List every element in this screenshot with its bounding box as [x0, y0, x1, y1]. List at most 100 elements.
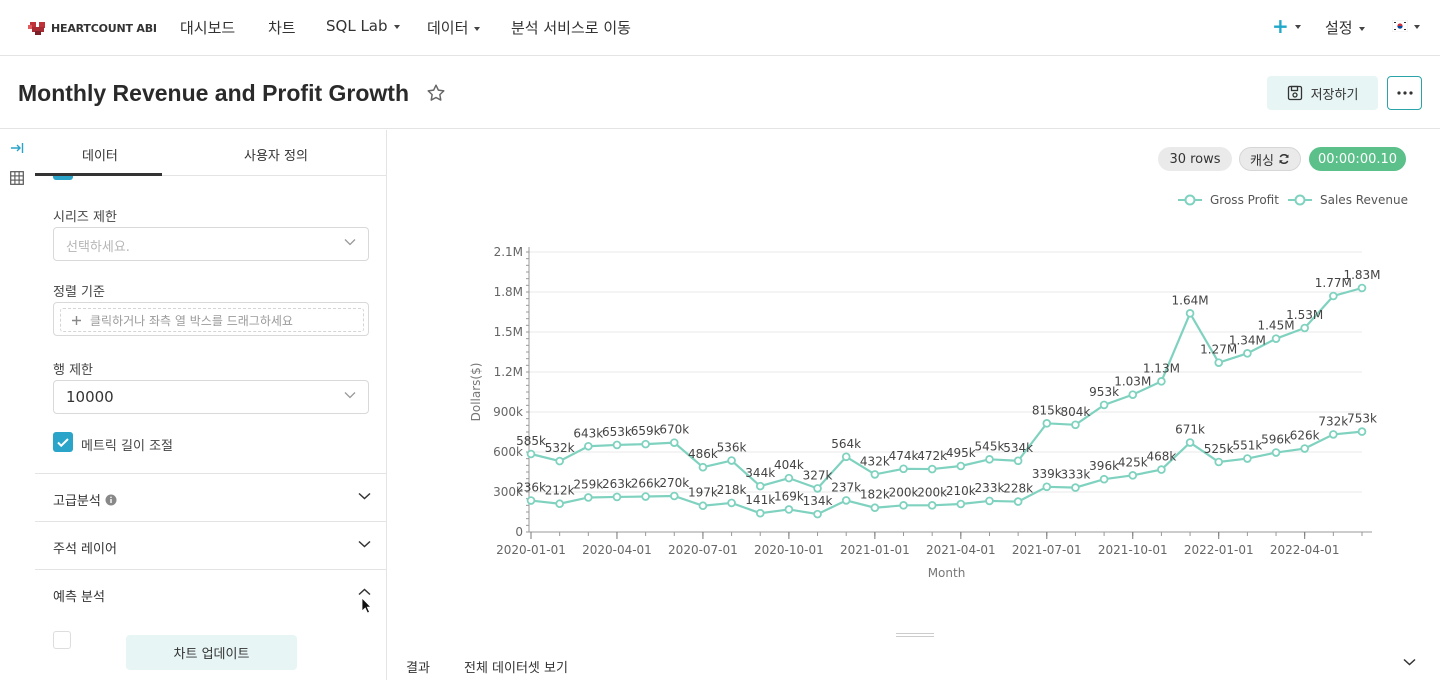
data-point — [1243, 349, 1252, 358]
data-label: 182k — [860, 488, 890, 502]
more-horizontal-icon — [1396, 91, 1413, 95]
x-tick-label: 2021-07-01 — [1012, 543, 1082, 557]
tab-customize[interactable]: 사용자 정의 — [244, 149, 308, 164]
sort-by-label: 정렬 기준 — [53, 285, 105, 300]
metric-length-checkbox[interactable] — [53, 432, 73, 452]
data-label: 404k — [774, 458, 804, 472]
save-button[interactable]: 저장하기 — [1267, 76, 1378, 110]
data-label: 532k — [545, 441, 575, 455]
favorite-star-icon[interactable] — [425, 82, 447, 104]
data-point — [669, 438, 679, 447]
row-limit-value: 10000 — [66, 388, 114, 406]
sort-dropzone[interactable]: 클릭하거나 좌측 열 박스를 드래그하세요 — [60, 308, 364, 332]
tab-results[interactable]: 결과 — [406, 661, 430, 676]
data-point — [698, 462, 708, 472]
nav-chart[interactable]: 차트 — [268, 17, 296, 38]
data-label: 228k — [1003, 482, 1033, 496]
x-tick-label: 2020-10-01 — [754, 543, 824, 557]
section-forecast-analysis[interactable]: 예측 분석 — [35, 569, 386, 680]
legend-item-sales-revenue[interactable]: Sales Revenue — [1288, 193, 1408, 207]
data-label: 210k — [946, 484, 976, 498]
sort-dropzone-text: 클릭하거나 좌측 열 박스를 드래그하세요 — [90, 313, 293, 328]
chevron-down-icon[interactable] — [1403, 658, 1416, 666]
nav-data[interactable]: 데이터 — [427, 17, 481, 38]
language-menu[interactable] — [1392, 20, 1420, 32]
data-point — [1357, 283, 1367, 293]
data-point — [1042, 419, 1052, 428]
nav-sql-lab-label: SQL Lab — [326, 17, 388, 35]
x-tick-label: 2021-10-01 — [1098, 543, 1168, 557]
tab-data[interactable]: 데이터 — [82, 149, 118, 164]
heart-logo-icon — [28, 22, 45, 35]
data-label: 218k — [717, 483, 747, 497]
forecast-checkbox[interactable] — [53, 631, 71, 649]
data-label: 753k — [1347, 412, 1377, 426]
data-point — [555, 456, 564, 466]
data-label: 1.13M — [1143, 361, 1180, 375]
logo[interactable]: HEARTCOUNT ABI — [28, 16, 157, 40]
data-label: 486k — [688, 447, 718, 461]
data-label: 536k — [717, 441, 747, 455]
update-chart-button[interactable]: 차트 업데이트 — [126, 635, 297, 670]
data-label: 804k — [1061, 405, 1091, 419]
data-point — [727, 456, 736, 465]
section-forecast-analysis-label: 예측 분석 — [53, 590, 105, 605]
data-point — [1013, 456, 1023, 466]
data-point — [985, 496, 994, 506]
checkmark-icon — [57, 438, 69, 448]
query-timer-badge: 00:00:00.10 — [1309, 147, 1406, 171]
resize-handle[interactable] — [896, 633, 934, 637]
section-advanced-analytics[interactable]: 고급분석 — [35, 473, 386, 521]
y-tick-label: 1.5M — [494, 325, 523, 339]
series-limit-label: 시리즈 제한 — [53, 210, 117, 225]
data-point — [899, 464, 908, 474]
info-icon[interactable] — [105, 494, 117, 506]
cache-badge[interactable]: 캐싱 — [1239, 147, 1301, 171]
more-options-button[interactable] — [1387, 76, 1422, 110]
y-tick-label: 900k — [493, 405, 523, 419]
row-count-badge: 30 rows — [1158, 147, 1232, 171]
caret-down-icon — [474, 26, 481, 31]
data-point — [612, 492, 622, 502]
legend-item-gross-profit[interactable]: Gross Profit — [1178, 193, 1279, 207]
page-title: Monthly Revenue and Profit Growth — [18, 80, 410, 106]
section-annotation-layers[interactable]: 주석 레이어 — [35, 521, 386, 569]
nav-dashboard[interactable]: 대시보드 — [180, 17, 235, 38]
korea-flag-icon — [1392, 20, 1408, 32]
series-limit-placeholder: 선택하세요. — [66, 240, 130, 255]
data-point — [956, 461, 966, 471]
data-label: 233k — [975, 481, 1005, 495]
data-point — [1099, 474, 1109, 484]
x-tick-label: 2022-04-01 — [1270, 543, 1340, 557]
nav-sql-lab[interactable]: SQL Lab — [326, 17, 400, 35]
series-limit-select[interactable]: 선택하세요. — [53, 227, 369, 261]
table-grid-icon[interactable] — [10, 171, 24, 185]
data-point — [584, 493, 593, 502]
caret-down-icon — [1358, 26, 1365, 31]
data-point — [927, 501, 937, 510]
add-menu[interactable]: + — [1272, 14, 1301, 38]
data-point — [1157, 465, 1166, 474]
data-label: 495k — [946, 446, 976, 460]
data-label: 472k — [917, 449, 947, 463]
caret-down-icon — [1414, 25, 1420, 29]
nav-analysis-service[interactable]: 분석 서비스로 이동 — [511, 17, 631, 38]
data-label: 344k — [745, 466, 775, 480]
data-point — [526, 496, 536, 505]
row-limit-select[interactable]: 10000 — [53, 380, 369, 414]
chart-area: 30 rows 캐싱 00:00:00.10 Gross Profit Sale… — [388, 130, 1440, 680]
data-label: 732k — [1318, 414, 1348, 428]
expand-panel-icon[interactable] — [10, 142, 24, 154]
control-panel: 데이터 사용자 정의 시리즈 제한 선택하세요. 정렬 기준 클릭하거나 좌측 … — [35, 130, 387, 680]
data-point — [641, 439, 650, 449]
data-point — [841, 452, 851, 462]
y-tick-label: 1.8M — [494, 285, 523, 299]
chevron-up-icon — [358, 588, 371, 596]
data-label: 564k — [831, 437, 861, 451]
data-label: 585k — [516, 434, 546, 448]
settings-menu[interactable]: 설정 — [1325, 17, 1365, 38]
tab-view-full-dataset[interactable]: 전체 데이터셋 보기 — [464, 661, 568, 676]
data-point — [1271, 334, 1281, 343]
data-label: 263k — [602, 477, 632, 491]
data-label: 1.27M — [1200, 343, 1237, 357]
